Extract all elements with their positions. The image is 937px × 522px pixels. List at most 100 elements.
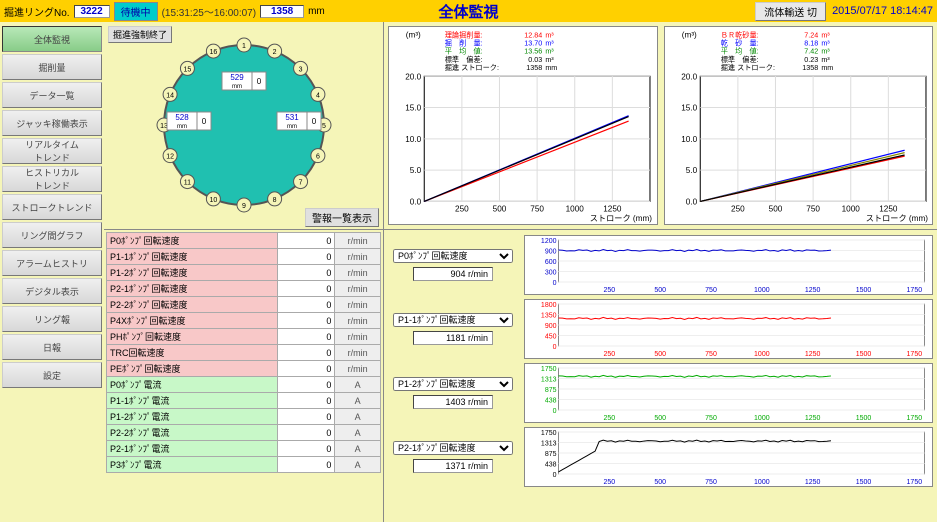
- chart-volume: 0.05.010.015.020.025050075010001250(m³)理…: [388, 26, 658, 225]
- svg-text:m³: m³: [821, 56, 830, 64]
- sidebar-item-3[interactable]: ジャッキ稼働表示: [2, 110, 102, 136]
- svg-text:0: 0: [256, 77, 261, 86]
- svg-text:0: 0: [553, 408, 557, 415]
- svg-text:1000: 1000: [841, 205, 860, 214]
- transport-button[interactable]: 流体輸送 切: [755, 2, 826, 21]
- svg-text:1313: 1313: [541, 440, 557, 447]
- trend-select[interactable]: P1-1ﾎﾟﾝﾌﾟ回転速度: [393, 313, 513, 327]
- svg-text:13.56: 13.56: [524, 48, 542, 56]
- svg-text:300: 300: [545, 270, 557, 277]
- svg-text:10.0: 10.0: [405, 135, 421, 144]
- svg-text:250: 250: [455, 205, 469, 214]
- table-row: P2-1ﾎﾟﾝﾌﾟ電流 0 A: [107, 441, 381, 457]
- table-row: P1-1ﾎﾟﾝﾌﾟ回転速度 0 r/min: [107, 249, 381, 265]
- svg-text:4: 4: [315, 92, 319, 99]
- svg-text:11: 11: [183, 180, 190, 187]
- table-row: P0ﾎﾟﾝﾌﾟ電流 0 A: [107, 377, 381, 393]
- svg-text:1250: 1250: [879, 205, 898, 214]
- svg-text:250: 250: [603, 287, 615, 294]
- pump-table: P0ﾎﾟﾝﾌﾟ回転速度 0 r/minP1-1ﾎﾟﾝﾌﾟ回転速度 0 r/min…: [106, 232, 381, 473]
- svg-text:5.0: 5.0: [685, 166, 697, 175]
- svg-text:1000: 1000: [754, 415, 770, 422]
- trend-row: P2-1ﾎﾟﾝﾌﾟ回転速度 1371 r/min 043887513131750…: [388, 426, 933, 488]
- svg-text:750: 750: [705, 287, 717, 294]
- sidebar-item-12[interactable]: 設定: [2, 362, 102, 388]
- svg-text:平 均 値:: 平 均 値:: [445, 47, 483, 56]
- svg-text:14: 14: [166, 92, 174, 99]
- trend-value: 1181 r/min: [413, 331, 493, 345]
- svg-text:理論掘削量:: 理論掘削量:: [445, 30, 483, 39]
- svg-text:1000: 1000: [754, 351, 770, 358]
- trend-select[interactable]: P2-1ﾎﾟﾝﾌﾟ回転速度: [393, 441, 513, 455]
- trend-control: P2-1ﾎﾟﾝﾌﾟ回転速度 1371 r/min: [388, 441, 518, 473]
- svg-text:0: 0: [553, 280, 557, 287]
- svg-text:8.18: 8.18: [804, 39, 818, 47]
- svg-text:1000: 1000: [754, 287, 770, 294]
- svg-text:528: 528: [175, 113, 189, 122]
- svg-text:13.70: 13.70: [524, 39, 542, 47]
- sidebar-item-10[interactable]: リング報: [2, 306, 102, 332]
- svg-text:750: 750: [806, 205, 820, 214]
- svg-text:0: 0: [553, 472, 557, 479]
- ring-label: 掘進リングNo.: [4, 4, 70, 19]
- table-row: P2-1ﾎﾟﾝﾌﾟ回転速度 0 r/min: [107, 281, 381, 297]
- svg-text:250: 250: [731, 205, 745, 214]
- svg-text:500: 500: [654, 479, 666, 486]
- svg-text:1313: 1313: [541, 376, 557, 383]
- svg-text:標準 偏差:: 標準 偏差:: [445, 55, 483, 64]
- sidebar-item-8[interactable]: アラームヒストリ: [2, 250, 102, 276]
- charts-top: 0.05.010.015.020.025050075010001250(m³)理…: [384, 22, 937, 230]
- trend-control: P1-2ﾎﾟﾝﾌﾟ回転速度 1403 r/min: [388, 377, 518, 409]
- svg-text:5: 5: [322, 123, 326, 130]
- svg-text:ストローク (mm): ストローク (mm): [865, 214, 928, 223]
- svg-text:15.0: 15.0: [405, 104, 421, 113]
- sidebar: 全体監視掘削量データ一覧ジャッキ稼働表示リアルタイムトレンドヒストリカルトレンド…: [0, 22, 104, 522]
- sidebar-item-1[interactable]: 掘削量: [2, 54, 102, 80]
- svg-text:m³: m³: [545, 31, 554, 39]
- svg-text:1250: 1250: [603, 205, 622, 214]
- svg-text:m³: m³: [821, 31, 830, 39]
- sidebar-item-9[interactable]: デジタル表示: [2, 278, 102, 304]
- sidebar-item-5[interactable]: ヒストリカルトレンド: [2, 166, 102, 192]
- svg-text:1350: 1350: [541, 313, 557, 320]
- alarm-list-button[interactable]: 警報一覧表示: [305, 208, 379, 227]
- trend-select[interactable]: P0ﾎﾟﾝﾌﾟ回転速度: [393, 249, 513, 263]
- svg-text:15: 15: [183, 66, 191, 73]
- trend-control: P1-1ﾎﾟﾝﾌﾟ回転速度 1181 r/min: [388, 313, 518, 345]
- table-row: P0ﾎﾟﾝﾌﾟ回転速度 0 r/min: [107, 233, 381, 249]
- trend-select[interactable]: P1-2ﾎﾟﾝﾌﾟ回転速度: [393, 377, 513, 391]
- svg-text:1750: 1750: [541, 366, 557, 373]
- svg-text:500: 500: [654, 351, 666, 358]
- svg-text:12.84: 12.84: [524, 31, 542, 39]
- svg-text:mm: mm: [821, 64, 833, 72]
- svg-text:1358: 1358: [802, 64, 818, 72]
- svg-text:15.0: 15.0: [681, 104, 697, 113]
- table-row: PHﾎﾟﾝﾌﾟ回転速度 0 r/min: [107, 329, 381, 345]
- svg-text:1250: 1250: [805, 351, 821, 358]
- sidebar-item-6[interactable]: ストロークトレンド: [2, 194, 102, 220]
- svg-text:900: 900: [545, 323, 557, 330]
- svg-text:1: 1: [242, 43, 246, 50]
- svg-text:1750: 1750: [907, 415, 923, 422]
- svg-text:531: 531: [285, 113, 299, 122]
- sidebar-item-0[interactable]: 全体監視: [2, 26, 102, 52]
- svg-text:mm: mm: [287, 124, 297, 130]
- svg-text:平 均 値:: 平 均 値:: [720, 47, 758, 56]
- trend-chart: 0438875131317502505007501000125015001750: [524, 363, 933, 423]
- svg-text:875: 875: [545, 387, 557, 394]
- status-left: 掘進リングNo. 3222 待機中 (15:31:25～16:00:07) 13…: [4, 2, 325, 21]
- svg-text:250: 250: [603, 479, 615, 486]
- svg-text:875: 875: [545, 451, 557, 458]
- svg-text:0.0: 0.0: [685, 198, 697, 207]
- svg-text:9: 9: [242, 203, 246, 210]
- sidebar-item-11[interactable]: 日報: [2, 334, 102, 360]
- svg-text:1250: 1250: [805, 415, 821, 422]
- sidebar-item-4[interactable]: リアルタイムトレンド: [2, 138, 102, 164]
- sidebar-item-7[interactable]: リング間グラフ: [2, 222, 102, 248]
- trend-chart: 0450900135018002505007501000125015001750: [524, 299, 933, 359]
- trend-chart: 030060090012002505007501000125015001750: [524, 235, 933, 295]
- svg-text:1800: 1800: [541, 302, 557, 309]
- sidebar-item-2[interactable]: データ一覧: [2, 82, 102, 108]
- svg-text:750: 750: [705, 351, 717, 358]
- mm-unit: mm: [308, 6, 325, 17]
